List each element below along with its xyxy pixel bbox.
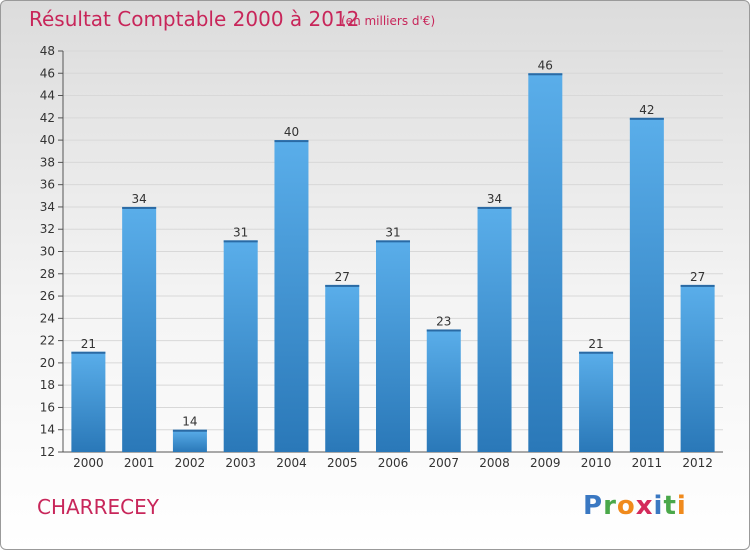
value-labels: 21 34 14 31 40 27 31 23 34 46 21 42 27 xyxy=(81,58,706,428)
x-tick-label: 2002 xyxy=(175,456,206,470)
chart-title: Résultat Comptable 2000 à 2012 xyxy=(29,7,360,31)
x-tick-label: 2009 xyxy=(530,456,561,470)
bar xyxy=(274,140,309,452)
logo-letter: i xyxy=(676,491,687,521)
y-tick-label: 40 xyxy=(40,133,55,147)
logo-letter: P xyxy=(583,491,604,521)
x-tick-label: 2006 xyxy=(378,456,409,470)
value-label: 31 xyxy=(233,225,248,239)
x-tick-labels: 2000 2001 2002 2003 2004 2005 2006 2007 2008 2009… xyxy=(73,456,713,470)
bar-top-edge xyxy=(426,329,461,332)
y-tick-label: 36 xyxy=(40,178,55,192)
bars xyxy=(71,73,715,453)
y-tick-label: 12 xyxy=(40,445,55,459)
x-tick-label: 2004 xyxy=(276,456,307,470)
y-tick-label: 26 xyxy=(40,289,55,303)
y-tick-label: 42 xyxy=(40,111,55,125)
y-tick-label: 38 xyxy=(40,155,55,169)
x-tick-label: 2007 xyxy=(428,456,459,470)
bar xyxy=(71,351,106,452)
y-tick-label: 30 xyxy=(40,245,55,259)
y-tick-label: 14 xyxy=(40,423,55,437)
value-label: 21 xyxy=(81,337,96,351)
commune-name: CHARRECEY xyxy=(37,495,159,519)
y-tick-label: 24 xyxy=(40,311,55,325)
logo-letter: o xyxy=(616,491,636,521)
bar xyxy=(223,240,258,452)
chart-subtitle: (en milliers d'€) xyxy=(341,14,436,28)
bar xyxy=(477,206,512,452)
value-label: 14 xyxy=(182,415,197,429)
value-label: 34 xyxy=(132,192,147,206)
bar xyxy=(528,73,563,453)
bar xyxy=(680,284,715,452)
logo-letter: r xyxy=(603,491,617,521)
x-tick-label: 2011 xyxy=(632,456,663,470)
bar-top-edge xyxy=(274,140,309,143)
x-tick-label: 2008 xyxy=(479,456,510,470)
bar-top-edge xyxy=(172,429,207,432)
y-tick-label: 44 xyxy=(40,89,55,103)
y-tick-labels: 12 14 16 18 20 22 24 26 28 30 32 34 36 38 40 42 44 46 48 xyxy=(40,44,55,459)
bar-top-edge xyxy=(680,284,715,287)
y-tick-label: 46 xyxy=(40,66,55,80)
value-label: 46 xyxy=(538,58,553,72)
bar-top-edge xyxy=(579,351,614,354)
logo-letter: i xyxy=(653,491,664,521)
proxiti-logo: Proxiti xyxy=(583,491,687,521)
y-tick-label: 22 xyxy=(40,334,55,348)
y-tick-label: 18 xyxy=(40,378,55,392)
y-tick-label: 16 xyxy=(40,400,55,414)
value-label: 23 xyxy=(436,314,451,328)
value-label: 21 xyxy=(588,337,603,351)
bar xyxy=(426,329,461,452)
y-tick-label: 20 xyxy=(40,356,55,370)
x-tick-label: 2003 xyxy=(225,456,256,470)
value-label: 31 xyxy=(385,225,400,239)
bar-top-edge xyxy=(528,73,563,76)
value-label: 27 xyxy=(690,270,705,284)
bar-top-edge xyxy=(376,240,410,243)
bar xyxy=(376,240,410,452)
x-tick-label: 2010 xyxy=(581,456,612,470)
bar-top-edge xyxy=(629,117,664,120)
bar xyxy=(172,429,207,452)
logo-letter: x xyxy=(635,491,654,521)
bar-top-edge xyxy=(71,351,106,354)
bar-top-edge xyxy=(477,206,512,209)
value-label: 40 xyxy=(284,125,299,139)
x-tick-label: 2012 xyxy=(682,456,713,470)
logo-letter: t xyxy=(663,491,677,521)
x-tick-label: 2001 xyxy=(124,456,155,470)
bar xyxy=(629,117,664,452)
value-label: 42 xyxy=(639,103,654,117)
bar xyxy=(579,351,614,452)
bar xyxy=(325,284,360,452)
bar-top-edge xyxy=(223,240,258,243)
y-tick-label: 32 xyxy=(40,222,55,236)
value-label: 34 xyxy=(487,192,502,206)
y-tick-label: 34 xyxy=(40,200,55,214)
bar-top-edge xyxy=(325,284,360,287)
x-tick-label: 2005 xyxy=(327,456,358,470)
value-label: 27 xyxy=(335,270,350,284)
bar-top-edge xyxy=(122,206,157,209)
y-tick-label: 28 xyxy=(40,267,55,281)
bar xyxy=(122,206,157,452)
y-tick-label: 48 xyxy=(40,44,55,58)
x-tick-label: 2000 xyxy=(73,456,104,470)
